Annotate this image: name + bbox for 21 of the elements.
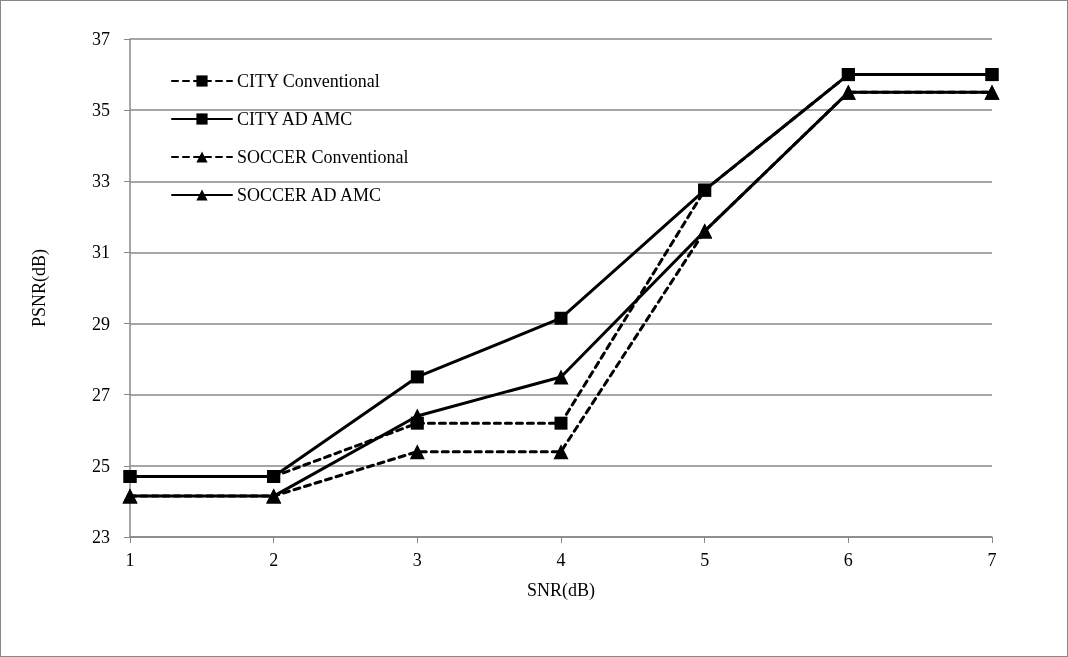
x-tick-label: 6 — [843, 550, 853, 570]
y-axis-title: PSNR(dB) — [29, 248, 50, 328]
x-tick-label: 1 — [125, 550, 135, 570]
x-tick-label: 7 — [987, 550, 997, 570]
legend-label: SOCCER AD AMC — [237, 185, 382, 205]
x-tick-label: 4 — [556, 550, 566, 570]
legend-label: SOCCER Conventional — [237, 147, 409, 167]
legend-label: CITY Conventional — [237, 71, 380, 91]
legend-label: CITY AD AMC — [237, 109, 353, 129]
y-tick-label: 23 — [92, 527, 110, 547]
y-tick-label: 35 — [92, 100, 110, 121]
y-tick-label: 27 — [92, 384, 110, 405]
x-tick-label: 2 — [269, 550, 279, 570]
y-tick-label: 33 — [92, 171, 110, 192]
y-tick-label: 31 — [92, 242, 110, 263]
x-tick-label: 5 — [700, 550, 710, 570]
x-axis-title: SNR(dB) — [526, 580, 596, 601]
y-tick-label: 25 — [92, 455, 110, 476]
x-tick-label: 3 — [412, 550, 422, 570]
y-tick-label: 37 — [92, 29, 110, 49]
y-tick-label: 29 — [92, 313, 110, 334]
